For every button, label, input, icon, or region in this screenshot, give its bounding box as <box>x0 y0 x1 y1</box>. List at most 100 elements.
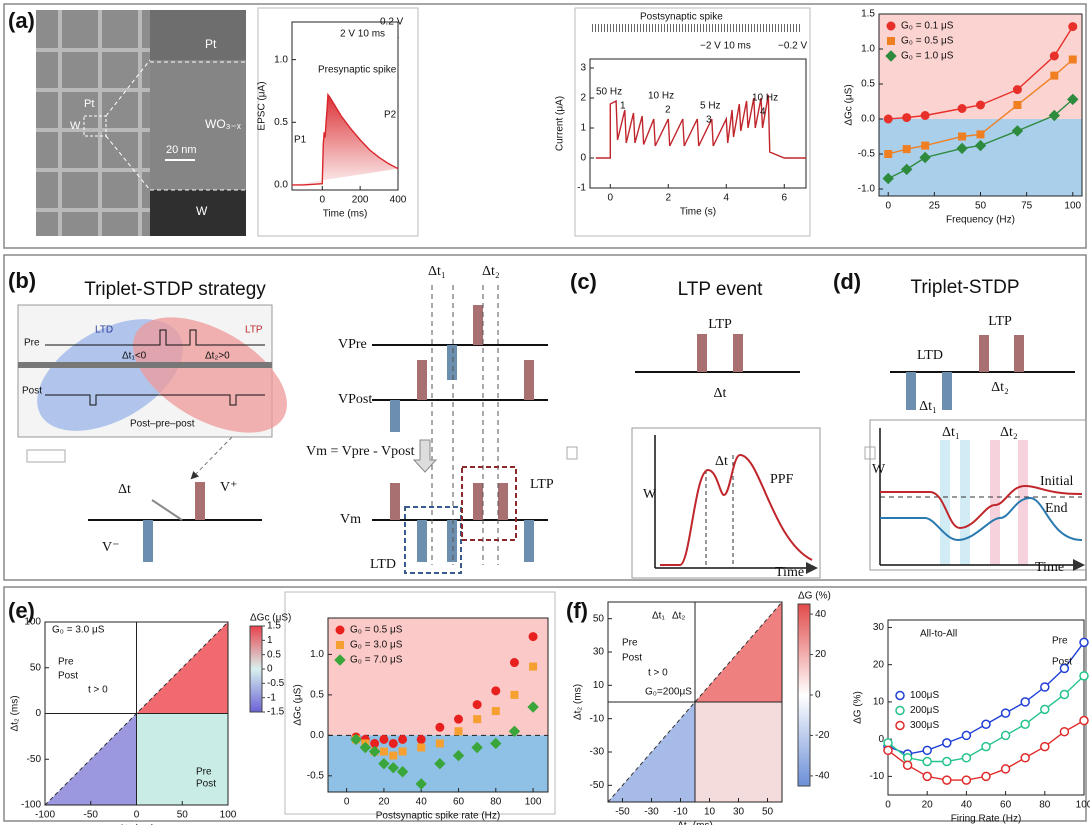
annotation: P2 <box>384 110 397 121</box>
data-point <box>1041 683 1049 691</box>
annotation: Pre <box>1052 636 1068 647</box>
inset-label: LTP <box>245 325 263 336</box>
schematic-label: Δt <box>118 482 131 497</box>
figure: (a) Pt WO₃₋ₓ 20 nm W Pt W (b) Triplet-ST… <box>0 0 1090 825</box>
data-point <box>474 716 481 723</box>
x-tick-label: 50 <box>975 201 987 212</box>
colorbar-tick-label: -0.5 <box>267 678 285 689</box>
x-tick-label: 0 <box>134 810 140 821</box>
schematic-label: LTP <box>708 317 732 332</box>
legend-marker <box>896 692 904 700</box>
legend-marker <box>337 642 344 649</box>
inset-label: Post–pre–post <box>130 419 195 430</box>
colorbar-tick-label: 0 <box>267 664 273 675</box>
y-axis-label: Δt₂ (ms) <box>573 684 584 720</box>
row-label: VPre <box>338 337 367 352</box>
panel-title: Triplet-STDP <box>910 277 1019 298</box>
x-axis-label: Δt₁ (ms) <box>677 821 713 825</box>
data-point <box>436 740 443 747</box>
data-point <box>962 731 970 739</box>
y-axis-label: Δt₂ (ms) <box>10 695 21 731</box>
pulse <box>697 334 707 372</box>
plot-frame <box>870 420 1086 570</box>
data-point <box>977 101 985 109</box>
legend-label: G₀ = 0.5 μS <box>901 36 954 47</box>
data-point <box>943 776 951 784</box>
schematic-label: Δt₂ <box>1000 425 1018 440</box>
colorbar-tick-label: -40 <box>815 771 830 782</box>
plot-frame <box>632 428 820 578</box>
data-point <box>399 748 406 755</box>
y-tick-label: 10 <box>593 680 605 691</box>
schematic-label: Δt <box>715 454 728 469</box>
panel-title: LTP event <box>678 279 764 300</box>
data-point <box>959 133 966 140</box>
x-tick-label: 50 <box>762 807 774 818</box>
schematic-label: End <box>1045 501 1068 516</box>
x-tick-label: -30 <box>644 807 659 818</box>
legend-label: 200μS <box>910 705 939 716</box>
y-tick-label: 30 <box>593 647 605 658</box>
image-label: Pt <box>205 37 217 51</box>
y-tick-label: 1.0 <box>861 44 875 55</box>
data-point <box>1041 743 1049 751</box>
data-point <box>380 735 388 743</box>
y-tick-label: -50 <box>27 754 42 765</box>
annotation: 0.2 V <box>380 17 404 28</box>
image-label: W <box>196 204 208 218</box>
legend-label: G₀ = 7.0 μS <box>350 655 403 666</box>
data-point <box>530 663 537 670</box>
legend-label: G₀ = 1.0 μS <box>901 51 954 62</box>
y-tick-label: 0 <box>580 153 586 164</box>
row-label: Vm = Vpre - Vpost <box>306 444 415 459</box>
annotation: 2 <box>665 105 671 116</box>
data-point <box>1014 102 1021 109</box>
schematic-label: LTD <box>917 348 943 363</box>
y-tick-label: 0.0 <box>274 180 288 191</box>
colorbar <box>798 604 810 786</box>
annotation: Presynaptic spike <box>318 65 397 76</box>
x-tick-label: 100 <box>220 810 237 821</box>
y-tick-label: 0 <box>35 708 41 719</box>
annotation: 3 <box>706 115 712 126</box>
x-axis-label: Frequency (Hz) <box>946 215 1015 226</box>
data-point <box>529 633 537 641</box>
annotation: Post <box>58 671 78 682</box>
data-point <box>510 659 518 667</box>
annotation: G₀=200μS <box>645 687 692 698</box>
inset-label: Post <box>22 386 42 397</box>
annotation: G₀ = 3.0 μS <box>52 625 105 636</box>
y-tick-label: -10 <box>870 771 885 782</box>
colorbar-tick-label: -1 <box>267 692 276 703</box>
y-tick-label: 0.5 <box>274 117 288 128</box>
data-point <box>982 743 990 751</box>
data-point <box>1002 709 1010 717</box>
data-point <box>389 739 397 747</box>
x-tick-label: 40 <box>961 800 973 811</box>
y-tick-label: 0.0 <box>861 114 875 125</box>
panel-label: (b) <box>8 268 36 293</box>
data-point <box>1050 52 1058 60</box>
schematic-label: LTD <box>370 557 396 572</box>
annotation: Pre <box>196 767 212 778</box>
colorbar-tick-label: 20 <box>815 649 827 660</box>
placeholder <box>27 450 65 462</box>
image-label: W <box>70 120 81 132</box>
data-point <box>390 752 397 759</box>
x-tick-label: 80 <box>1039 800 1051 811</box>
pulse <box>906 372 916 410</box>
schematic-label: Δt₂ <box>482 264 500 279</box>
annotation: t > 0 <box>88 685 108 696</box>
data-point <box>1080 672 1088 680</box>
data-point <box>436 723 444 731</box>
annotation: −2 V 10 ms <box>700 41 751 52</box>
pulse <box>143 520 153 562</box>
data-point <box>492 687 500 695</box>
y-tick-label: 3 <box>580 63 586 74</box>
annotation: Δt₂ <box>672 611 685 622</box>
y-tick-label: -0.5 <box>858 149 876 160</box>
data-point <box>923 772 931 780</box>
panel-label: (f) <box>566 598 588 623</box>
data-point <box>380 748 387 755</box>
x-tick-label: 0 <box>885 201 891 212</box>
